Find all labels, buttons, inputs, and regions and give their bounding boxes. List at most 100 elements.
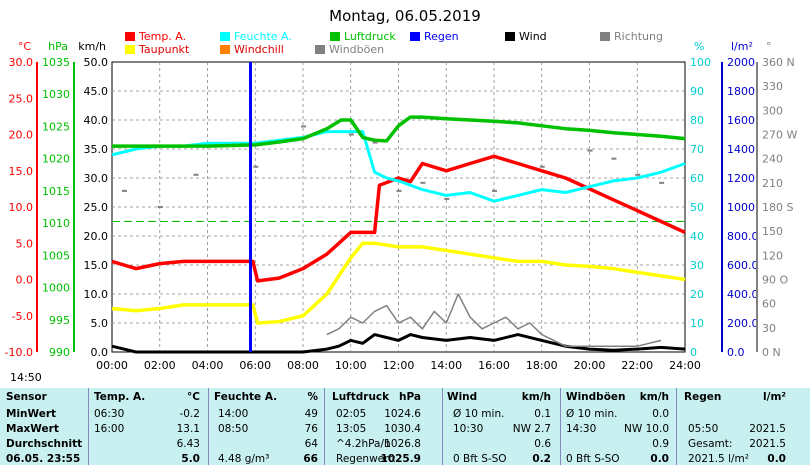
series-line-windb-en bbox=[326, 293, 662, 347]
humidity-tick-label: 100 bbox=[690, 56, 711, 69]
humidity-tick-label: 50 bbox=[690, 201, 704, 214]
pressure-tick-label: 995 bbox=[49, 314, 70, 327]
humidity-tick-label: 60 bbox=[690, 172, 704, 185]
rain-tick-label: 200.0 bbox=[727, 317, 759, 330]
x-tick-label: 22:00 bbox=[621, 359, 653, 372]
direction-point bbox=[611, 157, 617, 160]
summary-cell: 1030.4 bbox=[384, 423, 421, 435]
rain-tick-label: 1000 bbox=[727, 201, 755, 214]
current-time-label: 14:50 bbox=[10, 371, 42, 384]
direction-tick-label: 360 N bbox=[762, 56, 795, 69]
summary-header: km/h bbox=[521, 391, 551, 403]
summary-header: Temp. A. bbox=[94, 391, 146, 403]
direction-point bbox=[492, 189, 497, 192]
direction-tick-label: 120 bbox=[762, 249, 783, 262]
chart-title: Montag, 06.05.2019 bbox=[329, 7, 481, 25]
pressure-tick-label: 1005 bbox=[42, 249, 70, 262]
legend-label: Windböen bbox=[329, 43, 384, 56]
temp-tick-label: 15.0 bbox=[9, 165, 34, 178]
summary-row-label: 06.05. 23:55 bbox=[6, 453, 81, 465]
x-tick-label: 02:00 bbox=[144, 359, 176, 372]
summary-cell: 76 bbox=[304, 423, 318, 435]
legend-swatch bbox=[125, 45, 135, 54]
pressure-axis-title: hPa bbox=[48, 40, 68, 53]
summary-cell: 02:05 bbox=[336, 408, 367, 420]
temp-tick-label: -10.0 bbox=[5, 346, 33, 359]
legend-swatch bbox=[410, 32, 420, 41]
summary-cell: ^4.2hPa/h bbox=[336, 438, 391, 450]
wind-tick-label: 10.0 bbox=[84, 288, 109, 301]
direction-tick-label: 60 bbox=[762, 298, 776, 311]
x-tick-label: 04:00 bbox=[192, 359, 224, 372]
summary-cell: 0.2 bbox=[532, 453, 551, 465]
pressure-tick-label: 1020 bbox=[42, 153, 70, 166]
series-line-taupunkt bbox=[111, 241, 686, 325]
summary-cell: 0.0 bbox=[650, 453, 669, 465]
pressure-tick-label: 1000 bbox=[42, 282, 70, 295]
summary-cell: 05:50 bbox=[688, 423, 719, 435]
plot-area bbox=[111, 61, 686, 354]
temp-tick-label: 10.0 bbox=[9, 201, 34, 214]
direction-point bbox=[157, 206, 163, 208]
rain-tick-label: 800.0 bbox=[727, 230, 759, 243]
summary-cell: Gesamt: bbox=[688, 438, 733, 450]
direction-tick-label: 180 S bbox=[762, 201, 793, 214]
summary-header: °C bbox=[187, 391, 200, 403]
direction-point bbox=[396, 189, 402, 192]
legend: Temp. A. Feuchte A. Luftdruck Regen Wind Rich… bbox=[125, 30, 663, 56]
summary-row-label: MinWert bbox=[6, 408, 57, 420]
direction-tick-label: 300 bbox=[762, 104, 783, 117]
direction-tick-label: 150 bbox=[762, 225, 783, 238]
x-tick-label: 08:00 bbox=[287, 359, 319, 372]
wind-tick-label: 50.0 bbox=[84, 56, 109, 69]
humidity-tick-label: 70 bbox=[690, 143, 704, 156]
wind-tick-label: 5.0 bbox=[91, 317, 109, 330]
direction-tick-label: 90 O bbox=[762, 274, 788, 287]
legend-swatch bbox=[220, 32, 230, 41]
pressure-tick-label: 1010 bbox=[42, 217, 70, 230]
summary-cell: 0 Bft S-SO bbox=[566, 453, 620, 465]
summary-cell: 0 Bft S-SO bbox=[453, 453, 507, 465]
direction-tick-label: 210 bbox=[762, 177, 783, 190]
summary-header: Sensor bbox=[6, 391, 47, 403]
temp-tick-label: 20.0 bbox=[9, 129, 34, 142]
summary-cell: 2021.5 bbox=[749, 423, 786, 435]
rain-tick-label: 400.0 bbox=[727, 288, 759, 301]
direction-tick-label: 0 N bbox=[762, 346, 781, 359]
summary-cell: -0.2 bbox=[179, 408, 201, 420]
wind-tick-label: 40.0 bbox=[84, 114, 109, 127]
x-tick-label: 10:00 bbox=[335, 359, 367, 372]
rain-tick-label: 1800 bbox=[727, 85, 755, 98]
summary-column-separator bbox=[442, 388, 443, 465]
x-tick-label: 12:00 bbox=[383, 359, 415, 372]
direction-tick-label: 270 W bbox=[762, 129, 797, 142]
summary-cell: 5.0 bbox=[181, 453, 200, 465]
x-tick-label: 24:00 bbox=[669, 359, 701, 372]
summary-cell: Regenwert: bbox=[336, 453, 397, 465]
x-tick-label: 00:00 bbox=[96, 359, 128, 372]
temp-tick-label: 30.0 bbox=[9, 56, 34, 69]
summary-cell: NW 10.0 bbox=[624, 423, 669, 435]
direction-point bbox=[659, 181, 665, 184]
temp-tick-label: 25.0 bbox=[9, 92, 34, 105]
legend-label: Wind bbox=[519, 30, 547, 43]
x-tick-label: 06:00 bbox=[239, 359, 271, 372]
x-tick-label: 16:00 bbox=[478, 359, 510, 372]
summary-cell: 16:00 bbox=[94, 423, 125, 435]
direction-tick-label: 330 bbox=[762, 80, 783, 93]
summary-table: Sensor Temp. A. °C Feuchte A.% Luftdruck hPa W… bbox=[0, 388, 810, 465]
summary-cell: 2021.5 l/m² bbox=[688, 453, 749, 465]
temp-tick-label: 5.0 bbox=[16, 237, 34, 250]
temp-tick-label: 0.0 bbox=[16, 274, 34, 287]
summary-cell: 13.1 bbox=[176, 423, 200, 435]
summary-header: l/m² bbox=[763, 391, 786, 403]
direction-point bbox=[444, 197, 450, 200]
summary-cell: 14:30 bbox=[566, 423, 597, 435]
legend-swatch bbox=[600, 32, 610, 41]
summary-column-separator bbox=[324, 388, 325, 465]
summary-row-label: Durchschnitt bbox=[6, 438, 83, 450]
summary-cell: NW 2.7 bbox=[512, 423, 551, 435]
direction-point bbox=[121, 189, 127, 192]
direction-point bbox=[193, 173, 199, 176]
summary-cell: 06:30 bbox=[94, 408, 125, 420]
